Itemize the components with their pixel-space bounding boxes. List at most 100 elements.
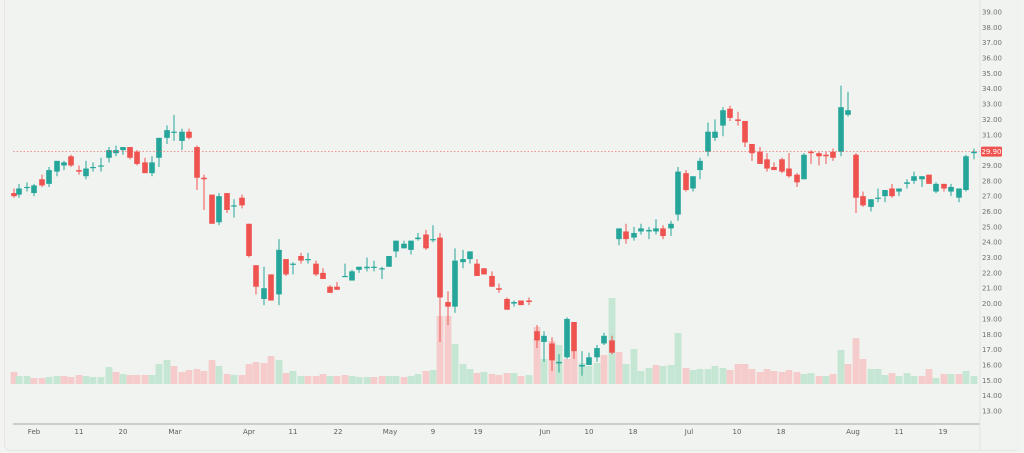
x-axis[interactable]: Feb 11 20 Mar Apr 11 22 May 9 19 Jun 10 18 Jul 10 18 Aug… [28,428,948,436]
candle[interactable] [327,285,333,293]
candle[interactable] [364,257,370,272]
candle[interactable] [268,274,274,301]
candle[interactable] [134,150,140,166]
candle[interactable] [616,228,622,246]
candle[interactable] [142,157,148,174]
candle[interactable] [90,162,96,172]
candle[interactable] [504,297,510,310]
candle[interactable] [342,263,348,278]
candle[interactable] [39,174,45,187]
candle[interactable] [106,147,112,163]
candle[interactable] [801,153,807,180]
candle[interactable] [209,194,215,224]
candle[interactable] [98,157,104,172]
candle[interactable] [786,153,792,178]
candle[interactable] [564,317,570,359]
candle[interactable] [186,128,192,140]
candle[interactable] [571,321,577,359]
candle[interactable] [171,114,177,141]
candle[interactable] [313,260,319,276]
candle[interactable] [541,331,547,362]
candle[interactable] [31,183,37,197]
candle[interactable] [889,183,895,198]
candle[interactable] [239,194,245,209]
candle[interactable] [549,337,555,372]
candle[interactable] [742,120,748,148]
candle[interactable] [253,265,259,295]
candle[interactable] [956,188,962,203]
candle[interactable] [54,160,60,177]
candle[interactable] [201,174,207,210]
candle[interactable] [705,122,711,157]
candle[interactable] [518,300,524,306]
candle[interactable] [660,225,666,240]
candle[interactable] [76,165,82,175]
candle[interactable] [231,199,237,218]
candle[interactable] [601,332,607,346]
candle[interactable] [727,105,733,121]
candle[interactable] [963,154,969,192]
candle[interactable] [356,266,362,273]
candle[interactable] [415,232,421,241]
candle[interactable] [594,345,600,362]
candle[interactable] [445,291,451,326]
candle[interactable] [757,147,763,164]
candle[interactable] [653,219,659,235]
candle[interactable] [771,162,777,171]
candle[interactable] [298,252,304,264]
candle[interactable] [697,157,703,180]
candle[interactable] [127,147,133,160]
candle[interactable] [668,220,674,237]
candle[interactable] [113,145,119,157]
candle[interactable] [735,111,741,126]
candle[interactable] [16,183,22,198]
candle[interactable] [926,174,932,184]
candlestick-chart[interactable]: 39.00 38.00 37.00 36.00 35.00 34.00 33.00 32.00… [4,0,1021,451]
candle[interactable] [179,128,185,151]
candle[interactable] [609,335,615,355]
candle[interactable] [526,297,532,306]
candle[interactable] [712,119,718,141]
candle[interactable] [896,188,902,197]
candle[interactable] [764,153,770,172]
candle[interactable] [371,260,377,272]
candle[interactable] [430,225,436,243]
candle[interactable] [401,240,407,249]
candle[interactable] [830,148,836,161]
candle[interactable] [675,166,681,221]
candle[interactable] [320,268,326,280]
candle[interactable] [481,268,487,275]
candle[interactable] [941,183,947,192]
candle[interactable] [868,199,874,212]
candle[interactable] [11,188,17,198]
candle[interactable] [194,145,200,191]
candle[interactable] [437,232,443,342]
candle[interactable] [386,256,392,267]
candle[interactable] [24,182,30,192]
candle[interactable] [853,153,859,214]
candle[interactable] [408,240,414,255]
candle[interactable] [534,325,540,349]
candle[interactable] [83,160,89,180]
candle[interactable] [224,193,230,214]
candle[interactable] [683,170,689,192]
candle[interactable] [164,125,170,144]
candle[interactable] [875,188,881,203]
candle[interactable] [816,151,822,166]
candle[interactable] [579,351,585,376]
candle[interactable] [779,157,785,174]
candle[interactable] [638,223,644,235]
candle[interactable] [511,300,517,307]
candle[interactable] [283,259,289,276]
candle[interactable] [631,226,637,241]
candle[interactable] [216,193,222,226]
candle[interactable] [823,151,829,164]
candle[interactable] [68,154,74,167]
candle[interactable] [46,166,52,187]
candle[interactable] [156,137,162,167]
candle[interactable] [971,148,977,160]
candle[interactable] [646,226,652,240]
candle[interactable] [290,262,296,275]
candle[interactable] [61,160,67,171]
candle[interactable] [690,176,696,192]
